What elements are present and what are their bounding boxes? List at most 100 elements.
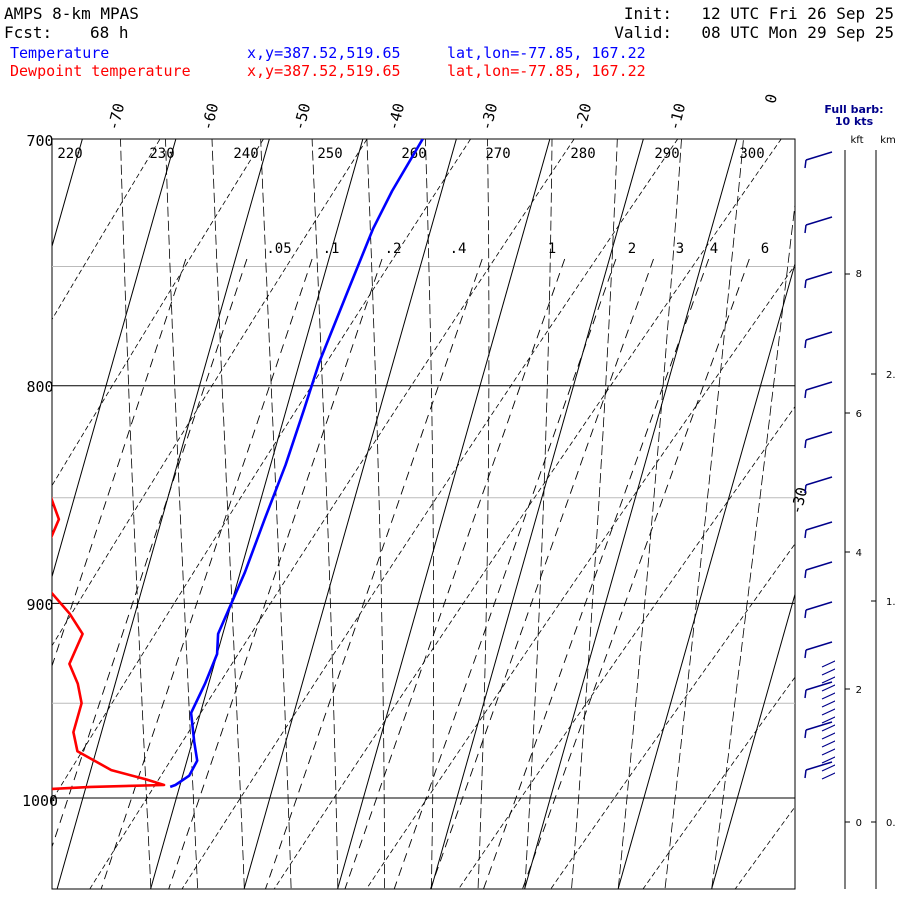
wind-barb-flag <box>804 609 807 619</box>
wind-barb-staff <box>805 721 833 731</box>
moist-adiabat-line <box>366 139 385 889</box>
wind-barb-low <box>821 716 835 724</box>
dry-adiabat-line <box>89 139 575 889</box>
wind-barb-low <box>821 660 835 668</box>
mixing-ratio-line <box>393 258 617 889</box>
wind-barb-low <box>821 740 835 748</box>
legend-temperature-xy: x,y=387.52,519.65 <box>247 44 401 62</box>
wind-barb-low <box>821 724 835 732</box>
temperature-line <box>169 139 424 789</box>
mixing-ratio-line <box>264 258 483 889</box>
moist-adiabat-line <box>571 139 618 889</box>
mixing-ratio-line <box>100 258 313 889</box>
moist-adiabat-line <box>524 139 553 889</box>
mixing-ratio-line <box>52 258 187 668</box>
wind-barb <box>804 601 833 619</box>
mixing-ratio-line <box>483 258 710 889</box>
moist-adiabat-line <box>260 139 292 889</box>
wind-barb-flag <box>804 224 807 234</box>
mixing-ratio-label-005: .05 <box>266 241 291 257</box>
mixing-ratio-line <box>168 258 383 889</box>
moist-adiabat-line <box>424 139 434 889</box>
wind-barb <box>804 521 833 539</box>
dry-adiabat-line <box>52 139 472 802</box>
isotherm-label-0: 0 <box>761 92 781 105</box>
wind-barb <box>804 381 833 399</box>
isotherm-label-m60: -60 <box>198 101 222 132</box>
moist-adiabat-line <box>664 139 744 889</box>
wind-barb-staff <box>805 561 833 571</box>
wind-barb <box>804 216 833 234</box>
theta-label-270: 270 <box>485 146 510 162</box>
wind-barb-staff <box>805 681 833 691</box>
isotherm-line <box>243 139 457 889</box>
dry-adiabat-line <box>181 139 679 889</box>
dry-adiabat-line <box>458 405 795 889</box>
legend-temperature-name: Temperature <box>10 44 109 62</box>
theta-label-220: 220 <box>57 146 82 162</box>
valid-value: 08 UTC Mon 29 Sep 25 <box>701 23 894 42</box>
barb-key-title: Full barb: <box>824 103 883 116</box>
moist-adiabat-line <box>711 201 795 889</box>
dry-adiabat-line <box>52 139 161 321</box>
km-label: km <box>880 135 896 146</box>
wind-barb-flag <box>804 484 807 494</box>
isotherm-label-m20: -20 <box>571 101 595 132</box>
theta-label-230: 230 <box>149 146 174 162</box>
wind-barb-low <box>821 700 835 708</box>
theta-label-240: 240 <box>233 146 258 162</box>
wind-barb-low <box>821 772 835 780</box>
wind-barbs <box>804 151 835 780</box>
isotherm-label-m70: -70 <box>104 101 128 132</box>
isotherm-label-extra: -30 <box>787 485 811 516</box>
isotherm-line <box>337 139 551 889</box>
mixing-ratio-label-04: .4 <box>450 241 467 257</box>
mixing-ratio-line <box>344 258 566 889</box>
wind-barb-flag <box>804 159 807 169</box>
kft-tick-8: 8 <box>856 269 862 280</box>
dry-adiabat-line <box>813 119 900 900</box>
wind-barb <box>804 151 833 169</box>
wind-barb-staff <box>805 331 833 341</box>
mixing-ratio-label-02: .2 <box>385 241 402 257</box>
kft-tick-4: 4 <box>856 548 862 559</box>
isotherm-label-m30: -30 <box>477 101 501 132</box>
mixing-ratio-label-6: 6 <box>761 241 769 257</box>
wind-barb <box>804 721 833 739</box>
km-tick-1: 1. <box>886 597 896 608</box>
kft-tick-2: 2 <box>856 685 862 696</box>
mixing-ratio-label-2: 2 <box>628 241 636 257</box>
moist-adiabat-line <box>120 139 152 889</box>
wind-barb-low <box>821 764 835 772</box>
wind-barb-staff <box>805 216 833 226</box>
mixing-ratio-line <box>522 258 750 889</box>
dry-adiabat-line <box>642 676 795 889</box>
isotherm-label-m10: -10 <box>665 101 689 132</box>
wind-barb <box>804 431 833 449</box>
wind-barb-flag <box>804 689 807 699</box>
height-axis: 8 6 4 2 0 2. 1. 0. <box>844 150 896 889</box>
moist-adiabat-line <box>477 139 490 889</box>
wind-barb-flag <box>804 569 807 579</box>
pressure-label-700: 700 <box>26 132 53 150</box>
legend-temperature-latlon: lat,lon=-77.85, 167.22 <box>447 44 646 62</box>
wind-barb-low <box>821 692 835 700</box>
dewpoint-line <box>52 496 166 791</box>
wind-barb-flag <box>804 339 807 349</box>
km-tick-0: 0. <box>886 818 896 829</box>
isotherm-line <box>711 592 795 889</box>
isotherm-line <box>617 262 795 889</box>
isotherm-line <box>56 139 270 889</box>
valid-label: Valid: <box>614 23 672 42</box>
isotherm-label-m50: -50 <box>290 101 314 132</box>
barb-key-value: 10 kts <box>835 115 874 128</box>
theta-label-300: 300 <box>739 146 764 162</box>
isotherm-label-m40: -40 <box>384 101 408 132</box>
wind-barb <box>804 331 833 349</box>
isotherm-line <box>430 139 644 889</box>
isotherm-line <box>52 139 177 579</box>
mixing-ratio-label-1: 1 <box>548 241 556 257</box>
wind-barb <box>804 561 833 579</box>
fcst-value: 68 h <box>90 23 129 42</box>
legend-dewpoint-latlon: lat,lon=-77.85, 167.22 <box>447 62 646 80</box>
